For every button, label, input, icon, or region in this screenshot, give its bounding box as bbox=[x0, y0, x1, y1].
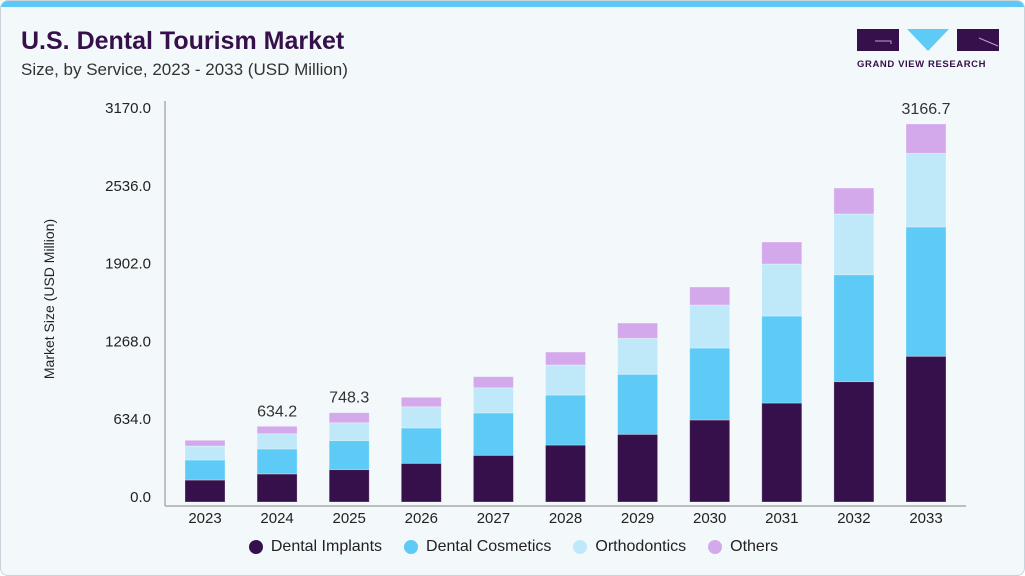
bar-segment-orthodontics bbox=[833, 213, 875, 276]
bar-segment-orthodontics bbox=[545, 364, 586, 396]
bar-segment-orthodontics bbox=[472, 387, 514, 414]
bar-segment-orthodontics bbox=[328, 422, 370, 442]
bar-segment-orthodontics bbox=[256, 433, 298, 450]
x-tick-label: 2033 bbox=[909, 510, 942, 527]
grand-view-research-logo bbox=[857, 29, 999, 51]
bar-segment-others bbox=[184, 439, 226, 447]
bar-segment-dental-implants bbox=[545, 444, 586, 503]
bar-segment-dental-cosmetics bbox=[617, 373, 658, 435]
data-label: 748.3 bbox=[329, 390, 369, 407]
y-tick-label: 1268.0 bbox=[105, 333, 151, 350]
legend-label: Orthodontics bbox=[595, 538, 687, 555]
bar-segment-others bbox=[400, 396, 442, 408]
bar-segment-dental-implants bbox=[617, 433, 658, 503]
bar-segment-dental-implants bbox=[256, 473, 298, 503]
bar-segment-dental-implants bbox=[689, 419, 731, 503]
y-tick-label: 0.0 bbox=[130, 489, 151, 506]
x-tick-label: 2031 bbox=[765, 510, 798, 527]
chart-title: U.S. Dental Tourism Market bbox=[21, 27, 345, 55]
bar-segment-dental-cosmetics bbox=[256, 448, 298, 475]
bar-segment-dental-implants bbox=[833, 381, 875, 503]
bar-segment-others bbox=[617, 322, 658, 339]
bar-segment-dental-implants bbox=[328, 469, 370, 503]
bar-segment-dental-implants bbox=[472, 454, 514, 503]
legend-label: Dental Implants bbox=[270, 538, 383, 555]
legend-dot-icon bbox=[708, 540, 723, 554]
bar-segment-others bbox=[761, 241, 803, 265]
y-tick-label: 3170.0 bbox=[105, 100, 151, 117]
data-label: 3166.7 bbox=[902, 101, 951, 118]
bar-segment-others bbox=[905, 123, 947, 154]
bar-segment-dental-cosmetics bbox=[761, 315, 803, 404]
accent-bar bbox=[1, 1, 1024, 7]
legend-label: Others bbox=[730, 538, 779, 555]
legend-item: Others bbox=[708, 538, 778, 556]
bar-segment-dental-cosmetics bbox=[184, 459, 226, 481]
x-tick-label: 2026 bbox=[405, 510, 438, 527]
x-tick-label: 2023 bbox=[188, 510, 221, 527]
legend-dot-icon bbox=[404, 540, 419, 554]
legend-dot-icon bbox=[573, 540, 588, 554]
bar-segment-others bbox=[328, 412, 370, 424]
bar-segment-others bbox=[472, 376, 514, 389]
bar-segment-dental-cosmetics bbox=[905, 226, 947, 357]
legend-item: Dental Implants bbox=[248, 538, 383, 556]
bar-segment-dental-implants bbox=[905, 355, 947, 503]
data-label: 634.2 bbox=[257, 403, 297, 420]
legend-label: Dental Cosmetics bbox=[426, 538, 552, 555]
bar-segment-dental-cosmetics bbox=[328, 440, 370, 471]
y-tick-label: 2536.0 bbox=[105, 178, 151, 195]
bar-segment-orthodontics bbox=[184, 445, 226, 461]
x-tick-label: 2024 bbox=[260, 510, 293, 527]
bar-segment-others bbox=[256, 425, 298, 435]
bar-segment-dental-implants bbox=[761, 402, 803, 503]
legend-dot-icon bbox=[248, 540, 263, 554]
logo-text: GRAND VIEW RESEARCH bbox=[857, 59, 987, 70]
bar-segment-dental-cosmetics bbox=[400, 427, 442, 464]
chart-subtitle: Size, by Service, 2023 - 2033 (USD Milli… bbox=[21, 60, 348, 79]
bar-segment-orthodontics bbox=[617, 337, 658, 375]
bar-segment-dental-implants bbox=[184, 479, 226, 503]
bar-segment-others bbox=[689, 286, 731, 306]
bar-segment-others bbox=[545, 351, 586, 366]
x-tick-label: 2032 bbox=[837, 510, 870, 527]
y-tick-label: 1902.0 bbox=[105, 256, 151, 273]
x-tick-label: 2025 bbox=[333, 510, 366, 527]
legend-item: Dental Cosmetics bbox=[404, 538, 551, 556]
bar-segment-orthodontics bbox=[400, 406, 442, 429]
x-tick-label: 2028 bbox=[549, 510, 582, 527]
x-tick-label: 2027 bbox=[477, 510, 510, 527]
bar-segment-orthodontics bbox=[689, 304, 731, 349]
x-tick-label: 2030 bbox=[693, 510, 726, 527]
legend: Dental Implants Dental Cosmetics Orthodont… bbox=[1, 538, 1024, 556]
bar-segment-orthodontics bbox=[761, 263, 803, 317]
y-tick-label: 634.0 bbox=[113, 411, 151, 428]
bar-segment-dental-cosmetics bbox=[689, 347, 731, 421]
bar-segment-others bbox=[833, 187, 875, 215]
x-tick-label: 2029 bbox=[621, 510, 654, 527]
bar-segment-dental-cosmetics bbox=[545, 394, 586, 446]
bar-segment-dental-cosmetics bbox=[833, 274, 875, 383]
bar-segment-dental-cosmetics bbox=[472, 412, 514, 456]
bar-segment-orthodontics bbox=[905, 152, 947, 228]
legend-item: Orthodontics bbox=[573, 538, 686, 556]
bar-segment-dental-implants bbox=[400, 462, 442, 503]
